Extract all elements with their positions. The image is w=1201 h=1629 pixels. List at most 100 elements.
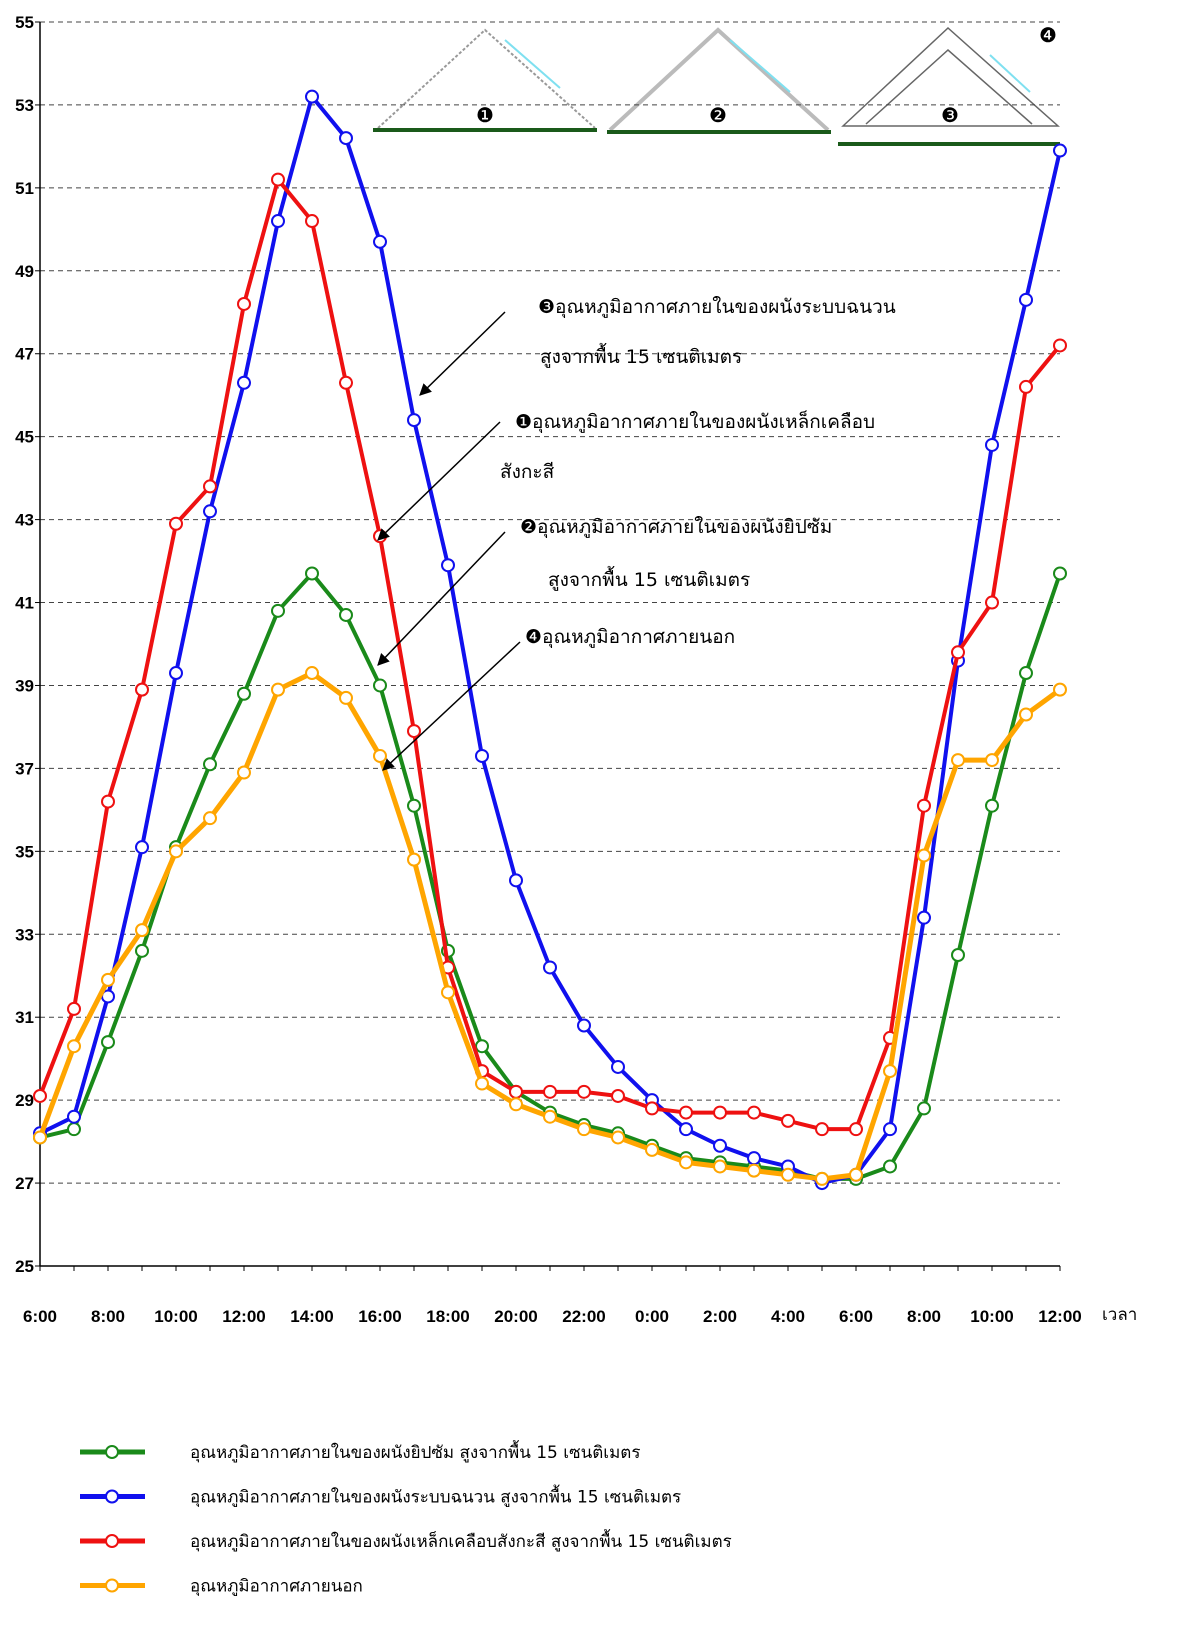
x-tick-label: 18:00 [426,1307,469,1326]
data-point [918,1102,930,1114]
data-point [816,1173,828,1185]
data-point [136,841,148,853]
data-point [544,961,556,973]
data-point [918,800,930,812]
data-point [986,439,998,451]
data-point [374,530,386,542]
legend-label: อุณหภูมิอากาศภายในของผนังเหล็กเคลือบสังก… [190,1529,732,1552]
data-point [680,1156,692,1168]
y-tick-label: 49 [15,262,34,281]
data-point [986,800,998,812]
data-point [442,986,454,998]
data-point [1054,339,1066,351]
annotation: ❹อุณหภูมิอากาศภายนอก [525,626,735,649]
data-point [408,800,420,812]
y-tick-label: 39 [15,676,34,695]
data-point [782,1169,794,1181]
y-tick-label: 25 [15,1257,34,1276]
data-point [170,667,182,679]
diagram-label: ❶ [476,103,494,127]
y-tick-label: 43 [15,511,34,530]
data-point [476,750,488,762]
data-point [646,1102,658,1114]
data-point [102,974,114,986]
data-point [1020,294,1032,306]
y-tick-label: 37 [15,759,34,778]
data-point [68,1040,80,1052]
data-point [1054,145,1066,157]
x-tick-label: 16:00 [358,1307,401,1326]
data-point [476,1078,488,1090]
diagram-label: ❸ [941,103,959,127]
data-point [578,1123,590,1135]
legend-label: อุณหภูมิอากาศภายในของผนังยิปซัม สูงจากพื… [190,1440,640,1463]
data-point [816,1123,828,1135]
data-point [102,1036,114,1048]
y-tick-label: 41 [15,594,34,613]
y-tick-label: 33 [15,925,34,944]
data-point [714,1107,726,1119]
data-point [238,298,250,310]
x-tick-label: 22:00 [562,1307,605,1326]
x-tick-label: 8:00 [907,1307,941,1326]
data-point [714,1140,726,1152]
data-point [714,1160,726,1172]
data-point [442,559,454,571]
data-point [340,692,352,704]
data-point [544,1086,556,1098]
data-point [884,1160,896,1172]
x-tick-label: 20:00 [494,1307,537,1326]
chart: เวลา 252729313335373941434547495153556:0… [0,0,1201,1629]
data-point [1020,708,1032,720]
data-point [1054,568,1066,580]
data-point [476,1040,488,1052]
data-point [748,1165,760,1177]
data-point [306,568,318,580]
data-point [1054,684,1066,696]
data-point [510,1086,522,1098]
series-line [40,180,1060,1130]
data-point [544,1111,556,1123]
legend-marker [106,1535,118,1547]
data-point [646,1144,658,1156]
data-point [170,518,182,530]
data-point [408,725,420,737]
data-point [34,1131,46,1143]
data-point [510,874,522,886]
data-point [340,377,352,389]
data-point [136,945,148,957]
annotation: สูงจากพื้น 15 เซนติเมตร [548,566,750,591]
data-point [748,1152,760,1164]
data-point [374,679,386,691]
y-tick-label: 55 [15,13,34,32]
data-point [68,1111,80,1123]
y-tick-label: 35 [15,842,34,861]
y-tick-label: 31 [15,1008,34,1027]
annotation: ❷อุณหภูมิอากาศภายในของผนังยิปซัม [520,516,832,539]
data-point [612,1090,624,1102]
data-point [986,597,998,609]
data-point [340,609,352,621]
legend-label: อุณหภูมิอากาศภายนอก [190,1577,363,1597]
data-point [68,1003,80,1015]
data-point [680,1107,692,1119]
data-point [374,236,386,248]
x-tick-label: 0:00 [635,1307,669,1326]
data-point [408,414,420,426]
x-tick-label: 8:00 [91,1307,125,1326]
data-point [952,754,964,766]
data-point [238,377,250,389]
data-point [306,91,318,103]
data-point [374,750,386,762]
x-tick-label: 12:00 [222,1307,265,1326]
data-point [918,912,930,924]
data-point [986,754,998,766]
data-point [884,1065,896,1077]
annotation: ❸อุณหภูมิอากาศภายในของผนังระบบฉนวน [538,296,896,319]
data-point [136,924,148,936]
x-tick-label: 6:00 [23,1307,57,1326]
data-point [136,684,148,696]
data-point [340,132,352,144]
y-tick-label: 27 [15,1174,34,1193]
data-point [204,758,216,770]
